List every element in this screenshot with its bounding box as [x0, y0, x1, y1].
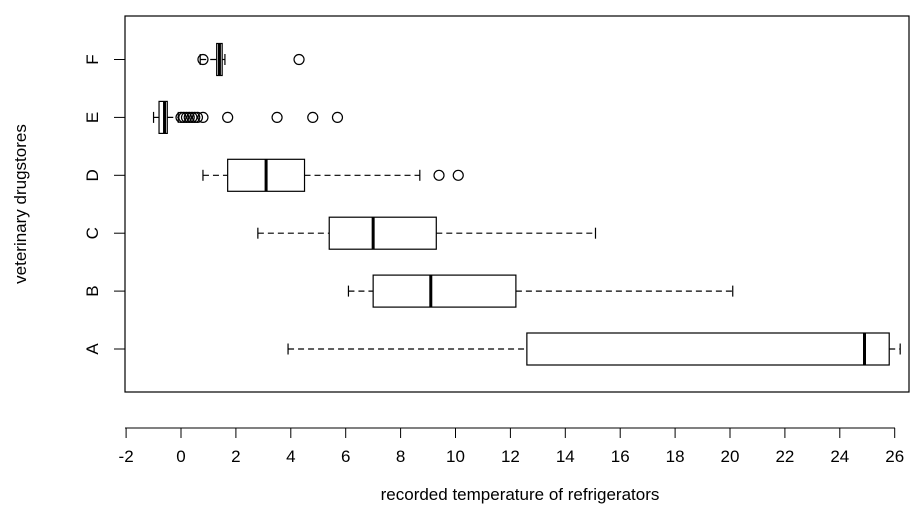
x-tick-label: 8: [396, 447, 405, 466]
box-c: [257, 216, 597, 250]
y-tick-label: D: [83, 169, 102, 181]
box-e: [152, 100, 344, 135]
box-b: [347, 274, 734, 308]
boxes-group: [152, 42, 901, 366]
x-tick-label: 22: [775, 447, 794, 466]
box-a: [287, 332, 901, 366]
plot-frame: [124, 15, 910, 393]
x-tick-label: -2: [119, 447, 134, 466]
y-tick-label: B: [83, 285, 102, 296]
x-axis-ticks: -2 0 2 4 6 8 10 12 14 16 18 20 22 24 26: [119, 428, 904, 466]
y-tick-label: A: [83, 343, 102, 355]
outlier-point: [293, 53, 305, 66]
outlier-point: [222, 111, 234, 124]
iqr-box: [328, 216, 437, 250]
y-tick-label: C: [83, 227, 102, 239]
outlier-point: [433, 169, 445, 181]
x-tick-label: 16: [611, 447, 630, 466]
outlier-point: [271, 111, 283, 124]
outlier-point: [452, 169, 464, 181]
outlier-point: [331, 111, 344, 124]
x-tick-label: 24: [830, 447, 849, 466]
outlier-point: [183, 111, 195, 124]
outlier-point: [180, 111, 193, 124]
outlier-point: [197, 53, 209, 66]
x-tick-label: 14: [556, 447, 575, 466]
iqr-box: [526, 332, 890, 366]
x-tick-label: 2: [231, 447, 240, 466]
x-tick-label: 0: [176, 447, 185, 466]
y-tick-label: E: [83, 112, 102, 123]
x-tick-label: 26: [885, 447, 904, 466]
y-axis-ticks: A B C D E F: [83, 54, 125, 355]
x-tick-label: 10: [446, 447, 465, 466]
y-axis-title: veterinary drugstores: [11, 124, 30, 284]
outlier-point: [307, 111, 319, 124]
x-axis-title: recorded temperature of refrigerators: [381, 485, 660, 504]
x-tick-label: 12: [501, 447, 520, 466]
y-tick-label: F: [83, 54, 102, 64]
outlier-point: [197, 111, 209, 124]
box-d: [202, 158, 464, 192]
iqr-box: [372, 274, 517, 308]
box-f: [197, 42, 305, 77]
x-tick-label: 6: [341, 447, 350, 466]
outlier-point: [191, 111, 204, 124]
x-tick-label: 20: [721, 447, 740, 466]
x-tick-label: 18: [666, 447, 685, 466]
outlier-point: [189, 111, 201, 124]
x-tick-label: 4: [286, 447, 295, 466]
outlier-point: [186, 111, 198, 124]
outlier-point: [175, 111, 187, 124]
outlier-point: [178, 111, 190, 124]
